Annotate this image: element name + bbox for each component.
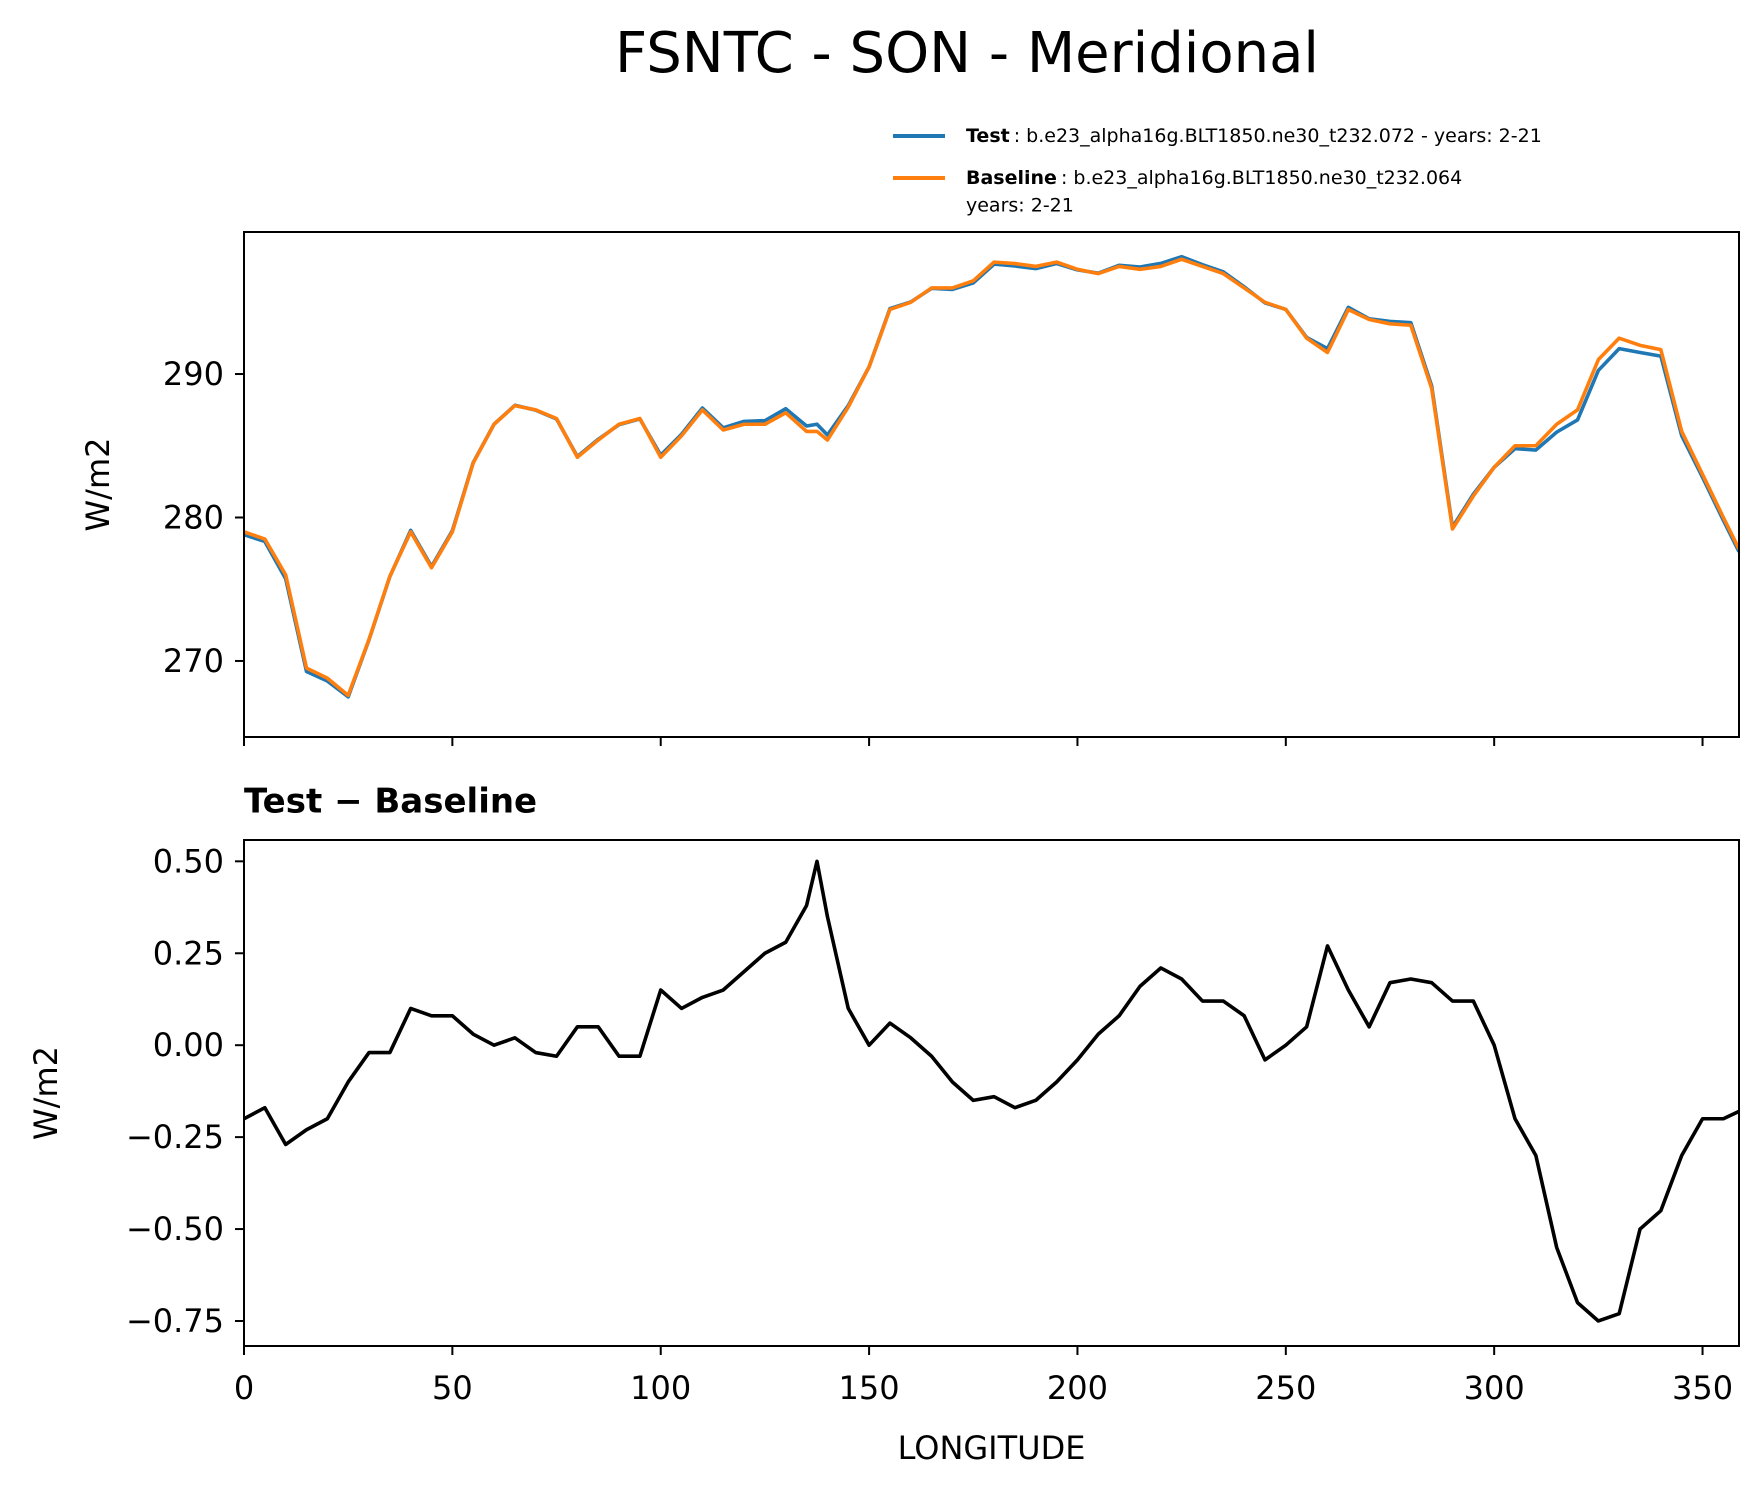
legend-description: : b.e23_alpha16g.BLT1850.ne30_t232.072 -… (1014, 125, 1542, 147)
y-tick-label: 0.00 (153, 1026, 224, 1064)
x-tick-label: 300 (1464, 1369, 1525, 1407)
y-tick-label: 290 (163, 355, 224, 393)
x-tick-label: 0 (234, 1369, 254, 1407)
x-tick-label: 50 (432, 1369, 473, 1407)
y-tick-label: −0.50 (126, 1210, 224, 1248)
x-tick-label: 250 (1255, 1369, 1316, 1407)
legend-name: Test (966, 125, 1010, 147)
y-axis-label: W/m2 (27, 1046, 65, 1140)
legend-description: years: 2-21 (966, 195, 1074, 217)
x-axis-label: LONGITUDE (898, 1429, 1086, 1467)
plot-area (244, 254, 1739, 699)
y-tick-label: −0.75 (126, 1302, 224, 1340)
x-tick-label: 350 (1672, 1369, 1733, 1407)
legend-label: Test: b.e23_alpha16g.BLT1850.ne30_t232.0… (966, 125, 1542, 147)
legend-description: : b.e23_alpha16g.BLT1850.ne30_t232.064 (1061, 167, 1462, 189)
axes-frame (243, 231, 1740, 738)
panel-title: Test − Baseline (244, 782, 537, 822)
series-line (244, 859, 1739, 1323)
y-tick-label: 0.50 (153, 842, 224, 880)
series-line (244, 257, 1739, 698)
axes-frame (243, 839, 1740, 1347)
y-tick-label: 0.25 (153, 934, 224, 972)
x-tick-label: 200 (1047, 1369, 1108, 1407)
legend-label: Baseline: b.e23_alpha16g.BLT1850.ne30_t2… (966, 167, 1462, 189)
y-tick-label: 270 (163, 642, 224, 680)
x-tick-label: 100 (630, 1369, 691, 1407)
legend-name: Baseline (966, 167, 1057, 189)
figure-title: FSNTC - SON - Meridional (615, 21, 1319, 86)
x-tick-label: 150 (839, 1369, 900, 1407)
y-tick-label: −0.25 (126, 1118, 224, 1156)
plot-area (244, 859, 1739, 1323)
y-tick-label: 280 (163, 498, 224, 536)
y-axis-label: W/m2 (79, 438, 117, 532)
